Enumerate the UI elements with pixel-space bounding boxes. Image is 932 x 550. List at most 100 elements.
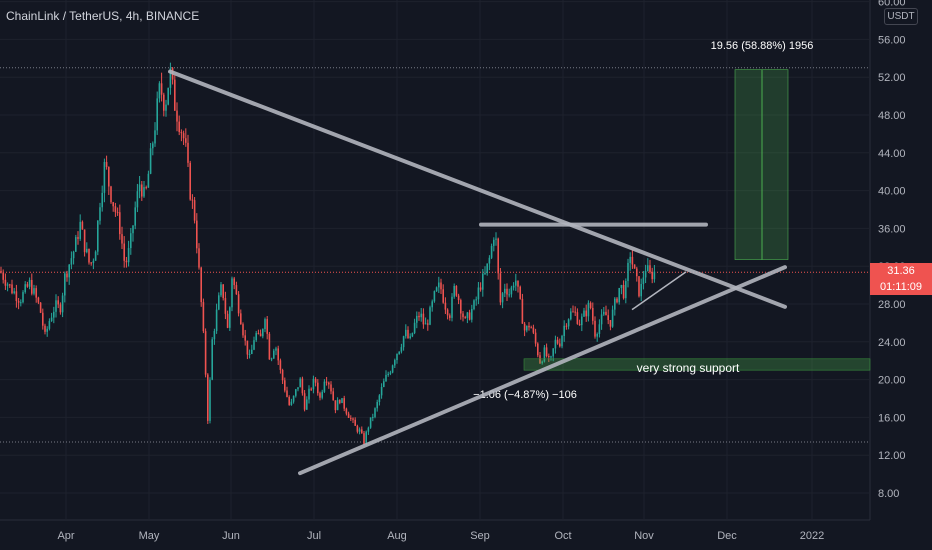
candle-body [391, 365, 394, 373]
x-tick-label: Jun [222, 530, 240, 542]
candle-body [495, 238, 497, 240]
candle-body [57, 300, 59, 305]
candle-body [37, 297, 40, 303]
candle-body [81, 221, 84, 230]
candle-body [251, 349, 253, 355]
candle-body [422, 313, 425, 325]
candle-body [499, 273, 502, 303]
candle-body [576, 312, 579, 324]
candle-body [70, 258, 73, 265]
x-tick-label: Apr [57, 530, 74, 542]
candle-body [198, 248, 200, 268]
candle-body [622, 284, 625, 299]
candle-body [638, 276, 640, 297]
candle-body [196, 220, 198, 249]
candle-body [167, 87, 169, 105]
currency-button[interactable]: USDT [884, 8, 918, 25]
candle-body [266, 319, 268, 334]
candle-body [561, 335, 563, 347]
candle-body [174, 79, 176, 111]
candle-body [647, 265, 649, 271]
candle-body [218, 295, 220, 310]
candle-body [90, 262, 92, 264]
candle-body [537, 343, 539, 356]
support-zone-label: very strong support [637, 361, 740, 375]
candle-body [292, 395, 295, 402]
candle-body [625, 281, 627, 299]
x-tick-label: Nov [634, 530, 654, 542]
last-price-tag: 31.36 01:11:09 [870, 263, 932, 295]
candle-body [303, 393, 306, 410]
last-price-value: 31.36 [887, 265, 915, 277]
candle-body [523, 323, 526, 331]
candle-body [534, 332, 537, 344]
candle-body [517, 280, 519, 287]
candle-body [385, 374, 387, 382]
candle-body [341, 398, 343, 403]
x-tick-label: Jul [307, 530, 321, 542]
y-tick-label: 20.00 [878, 375, 906, 387]
candle-body [356, 425, 359, 432]
candle-body [130, 233, 132, 249]
candle-body [169, 68, 172, 88]
candle-body [620, 284, 623, 288]
candle-body [189, 162, 191, 200]
candle-body [627, 262, 629, 282]
candle-body [442, 289, 444, 303]
y-tick-label: 48.00 [878, 110, 906, 122]
candle-body [440, 282, 442, 290]
candle-body [295, 389, 297, 396]
candle-body [262, 329, 264, 337]
y-tick-label: 12.00 [878, 450, 906, 462]
candle-body [649, 265, 651, 273]
candle-body [308, 388, 310, 400]
upper-trendline [168, 69, 787, 309]
candle-body [477, 287, 480, 300]
candle-body [396, 353, 398, 361]
candle-body [424, 323, 427, 325]
candle-body [61, 295, 64, 313]
candle-body [438, 282, 440, 288]
candle-body [53, 311, 55, 318]
candle-body [455, 285, 458, 296]
candle-body [112, 202, 114, 207]
candle-body [596, 333, 598, 337]
candle-body [83, 229, 86, 253]
candle-body [136, 191, 139, 208]
candle-body [248, 354, 251, 356]
candle-body [405, 329, 407, 337]
candle-body [545, 347, 548, 357]
candle-body [475, 299, 477, 301]
candle-body [506, 288, 508, 295]
candle-body [592, 307, 594, 321]
candle-body [512, 285, 515, 288]
candle-body [273, 350, 275, 359]
candle-body [486, 263, 488, 274]
y-tick-label: 16.00 [878, 412, 906, 424]
candle-body [460, 300, 462, 314]
candle-body [493, 239, 495, 246]
candle-body [372, 416, 374, 418]
candle-body [288, 396, 290, 405]
candle-body [160, 83, 163, 95]
candle-body [22, 292, 24, 303]
candle-body [328, 382, 330, 385]
candle-body [145, 187, 147, 189]
candle-body [187, 142, 189, 163]
candle-body [521, 298, 524, 324]
candle-body [642, 277, 645, 284]
candle-body [339, 399, 341, 403]
candle-body [176, 110, 178, 122]
candle-body [400, 347, 403, 352]
candle-body [464, 317, 466, 319]
candle-body [409, 336, 411, 339]
candle-body [50, 317, 53, 322]
candle-body [286, 390, 288, 397]
candle-body [468, 312, 471, 320]
y-tick-label: 24.00 [878, 337, 906, 349]
candle-body [253, 340, 255, 350]
candle-body [132, 225, 134, 234]
candle-body [158, 83, 161, 99]
candle-body [123, 243, 125, 261]
